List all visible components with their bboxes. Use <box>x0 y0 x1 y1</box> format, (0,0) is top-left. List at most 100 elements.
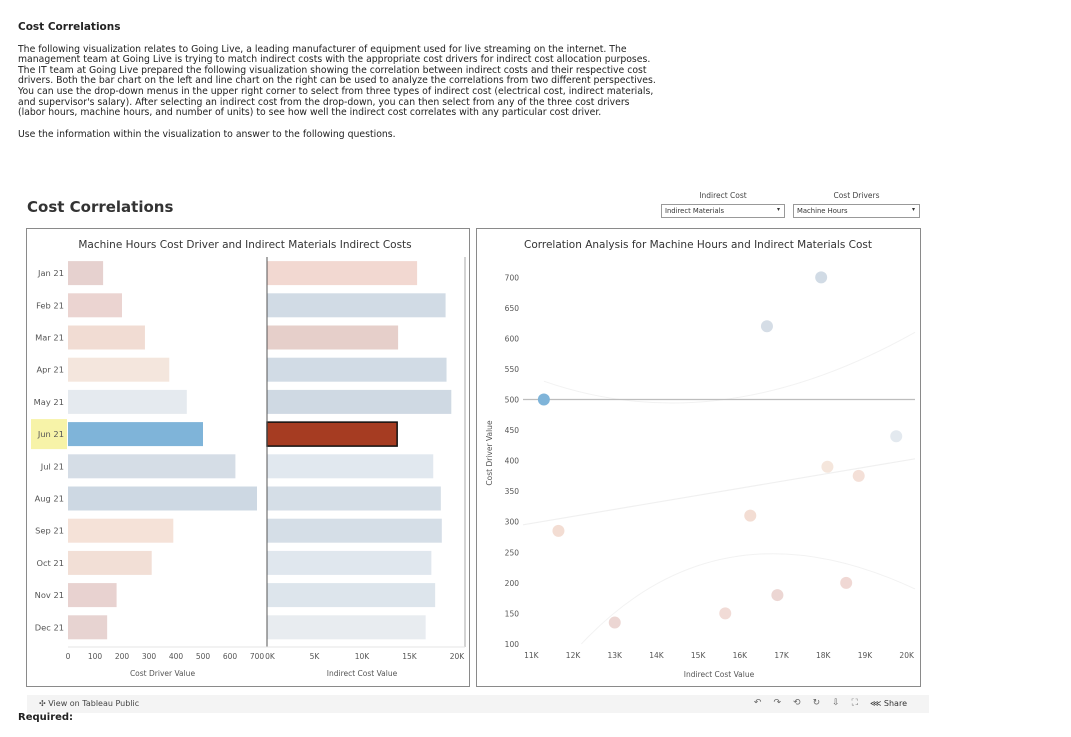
month-label[interactable]: May 21 <box>34 397 64 407</box>
scatter-point[interactable] <box>840 576 853 589</box>
x-tick-label: 20K <box>899 651 915 660</box>
month-label[interactable]: Oct 21 <box>36 558 64 568</box>
indirect-cost-bar[interactable] <box>267 261 418 286</box>
driver-tick-label: 700 <box>250 652 265 661</box>
tableau-toolbar: ✣ View on Tableau Public ↶ ↷ ⟲ ↻ ⇩ ⛶ ⋘ S… <box>27 695 929 713</box>
trend-line <box>522 458 916 526</box>
driver-tick-label: 600 <box>223 652 238 661</box>
chevron-down-icon: ▾ <box>911 206 915 213</box>
x-tick-label: 18K <box>816 651 832 660</box>
scatter-point[interactable] <box>760 320 773 333</box>
indirect-cost-bar[interactable] <box>267 325 399 350</box>
month-label[interactable]: Nov 21 <box>35 590 64 600</box>
cost-drivers-filter: Cost Drivers Machine Hours ▾ <box>793 191 920 218</box>
cost-driver-bar[interactable] <box>68 550 152 575</box>
share-button[interactable]: ⋘ Share <box>870 699 907 708</box>
confidence-band-lower <box>581 553 916 645</box>
month-label[interactable]: Feb 21 <box>36 300 64 310</box>
fullscreen-icon[interactable]: ⛶ <box>851 698 858 708</box>
scatter-point[interactable] <box>744 509 757 522</box>
share-icon: ⋘ <box>869 698 882 708</box>
scatter-point[interactable] <box>771 589 784 602</box>
redo-icon[interactable]: ↷ <box>773 698 782 708</box>
share-label: Share <box>883 698 907 708</box>
revert-icon[interactable]: ⟲ <box>793 698 801 708</box>
indirect-cost-bar[interactable] <box>266 421 398 447</box>
x-tick-label: 11K <box>524 651 540 660</box>
indirect-cost-bar[interactable] <box>267 389 452 414</box>
indirect-cost-bar[interactable] <box>267 583 436 608</box>
indirect-cost-bar[interactable] <box>267 518 442 543</box>
month-label[interactable]: Jan 21 <box>37 268 64 278</box>
intro-text: Cost Correlations The following visualiz… <box>18 22 658 151</box>
y-tick-label: 650 <box>505 304 520 313</box>
scatter-chart: Correlation Analysis for Machine Hours a… <box>485 239 916 679</box>
bar-chart-panel: Machine Hours Cost Driver and Indirect M… <box>26 228 470 687</box>
download-icon[interactable]: ⇩ <box>832 698 840 708</box>
cost-drivers-dropdown[interactable]: Machine Hours ▾ <box>793 204 920 218</box>
undo-icon[interactable]: ↶ <box>753 698 762 708</box>
cost-driver-bar[interactable] <box>68 583 117 608</box>
cost-drivers-value: Machine Hours <box>797 207 848 215</box>
cost-driver-bar[interactable] <box>68 422 203 447</box>
scatter-point[interactable] <box>719 607 732 620</box>
month-label[interactable]: Apr 21 <box>36 365 64 375</box>
intro-paragraph-2: Use the information within the visualiza… <box>18 128 396 140</box>
scatter-point[interactable] <box>890 430 903 443</box>
cost-driver-bar[interactable] <box>68 293 122 318</box>
cost-driver-bar[interactable] <box>68 389 187 414</box>
x-axis-title: Indirect Cost Value <box>684 670 755 679</box>
indirect-cost-bar[interactable] <box>267 550 432 575</box>
month-label[interactable]: Dec 21 <box>35 622 64 632</box>
indirect-axis-title: Indirect Cost Value <box>327 669 398 678</box>
indirect-cost-value: Indirect Materials <box>665 207 725 215</box>
cost-driver-bar[interactable] <box>68 261 104 286</box>
month-label[interactable]: Jun 21 <box>37 429 64 439</box>
indirect-tick-label: 15K <box>402 652 418 661</box>
driver-tick-label: 300 <box>142 652 157 661</box>
cost-driver-bar[interactable] <box>68 518 174 543</box>
month-label[interactable]: Aug 21 <box>35 494 64 504</box>
indirect-cost-bar[interactable] <box>267 293 446 318</box>
y-tick-label: 200 <box>505 579 520 588</box>
highlight-label-bg <box>31 419 67 450</box>
scatter-point[interactable] <box>552 524 565 537</box>
indirect-cost-bar[interactable] <box>267 454 434 479</box>
scatter-point[interactable] <box>537 393 550 406</box>
driver-tick-label: 100 <box>88 652 103 661</box>
indirect-cost-dropdown[interactable]: Indirect Materials ▾ <box>661 204 785 218</box>
x-tick-label: 14K <box>649 651 665 660</box>
indirect-cost-label: Indirect Cost <box>699 191 747 200</box>
cost-driver-bar[interactable] <box>68 486 257 511</box>
month-label[interactable]: Jul 21 <box>40 461 64 471</box>
x-tick-label: 15K <box>691 651 707 660</box>
indirect-tick-label: 5K <box>310 652 321 661</box>
cost-driver-bar[interactable] <box>68 357 170 382</box>
y-tick-label: 500 <box>505 396 520 405</box>
intro-paragraph-1: The following visualization relates to G… <box>18 43 656 119</box>
x-tick-label: 12K <box>566 651 582 660</box>
cost-driver-bar[interactable] <box>68 615 108 640</box>
indirect-cost-bar[interactable] <box>267 615 426 640</box>
chevron-down-icon: ▾ <box>776 206 780 213</box>
indirect-cost-bar[interactable] <box>267 486 441 511</box>
x-tick-label: 19K <box>858 651 874 660</box>
x-tick-label: 16K <box>733 651 749 660</box>
indirect-tick-label: 0K <box>265 652 276 661</box>
scatter-point[interactable] <box>852 469 865 482</box>
indirect-cost-bar[interactable] <box>267 357 447 382</box>
cost-drivers-label: Cost Drivers <box>833 191 880 200</box>
month-label[interactable]: Mar 21 <box>35 333 64 343</box>
cost-driver-bar[interactable] <box>68 454 236 479</box>
scatter-point[interactable] <box>815 271 828 284</box>
refresh-icon[interactable]: ↻ <box>812 698 821 708</box>
cost-driver-bar[interactable] <box>68 325 145 350</box>
tableau-logo-icon: ✣ <box>39 699 46 708</box>
y-tick-label: 100 <box>505 640 520 649</box>
view-on-tableau-link[interactable]: ✣ View on Tableau Public <box>39 699 139 708</box>
scatter-point[interactable] <box>608 616 621 629</box>
dashboard-title: Cost Correlations <box>27 198 174 216</box>
month-label[interactable]: Sep 21 <box>35 526 64 536</box>
scatter-point[interactable] <box>821 460 834 473</box>
scatter-chart-panel: Correlation Analysis for Machine Hours a… <box>476 228 921 687</box>
